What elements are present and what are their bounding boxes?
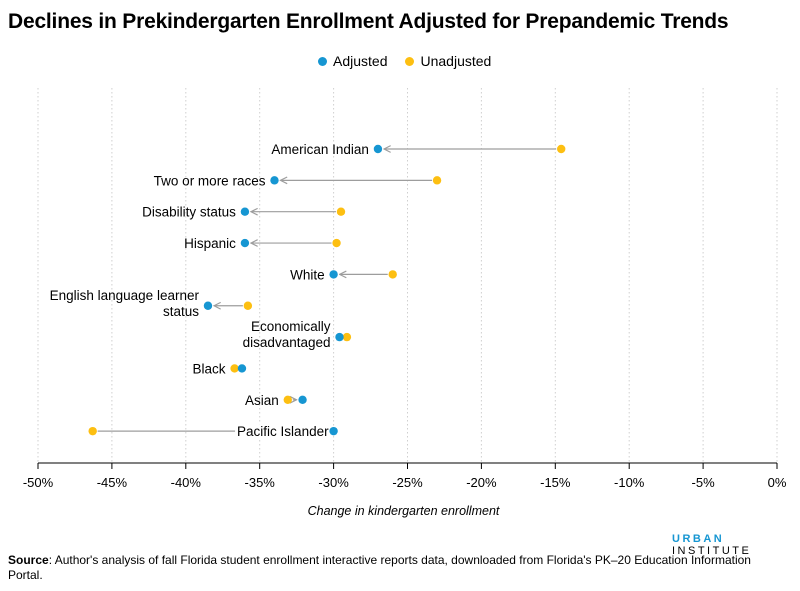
- category-label: Asian: [245, 393, 279, 408]
- category-label: English language learner status: [50, 288, 200, 319]
- x-tick-label: -40%: [171, 475, 202, 490]
- label-background: [235, 424, 332, 440]
- point-adjusted: [237, 364, 247, 373]
- category-label: White: [290, 267, 325, 282]
- x-tick-label: -15%: [540, 475, 571, 490]
- point-adjusted: [240, 238, 250, 248]
- x-axis-title: Change in kindergarten enrollment: [308, 504, 500, 518]
- point-unadjusted: [342, 332, 352, 342]
- point-adjusted: [329, 426, 338, 436]
- point-unadjusted: [332, 238, 341, 248]
- point-unadjusted: [388, 270, 397, 279]
- point-unadjusted: [557, 144, 566, 154]
- brand-primary: URBAN: [672, 533, 725, 545]
- point-adjusted: [240, 207, 250, 216]
- brand-secondary: INSTITUTE: [672, 545, 752, 557]
- point-adjusted: [335, 332, 344, 342]
- legend-item-adjusted: Adjusted: [318, 53, 387, 69]
- category-label: Two or more races: [154, 173, 266, 188]
- category-label: Economically disadvantaged: [243, 319, 331, 350]
- arrows: [97, 149, 557, 431]
- point-unadjusted: [283, 395, 292, 404]
- x-tick-label: -45%: [97, 475, 128, 490]
- point-adjusted: [270, 176, 279, 185]
- category-label: Pacific Islander: [237, 424, 329, 439]
- point-unadjusted: [432, 176, 442, 185]
- legend-swatch-unadjusted: [405, 56, 415, 66]
- chart-title: Declines in Prekindergarten Enrollment A…: [8, 10, 729, 33]
- x-tick-label: -20%: [466, 475, 497, 490]
- x-tick-label: -50%: [23, 475, 54, 490]
- grid-lines: [37, 88, 778, 463]
- point-adjusted: [298, 395, 307, 404]
- category-label: Disability status: [142, 205, 236, 220]
- source-label: Source: [8, 553, 49, 567]
- x-tick-label: 0%: [768, 475, 787, 490]
- urban-institute-logo: URBAN INSTITUTE: [672, 533, 800, 557]
- x-tick-label: -25%: [392, 475, 423, 490]
- point-unadjusted: [336, 207, 346, 216]
- legend-item-unadjusted: Unadjusted: [405, 53, 491, 69]
- point-unadjusted: [230, 364, 239, 373]
- dumbbell-chart: American Indian Two or more races Disabili…: [23, 88, 787, 518]
- point-adjusted: [373, 144, 383, 154]
- x-axis: -50% -45% -40% -35% -30% -25% -20% -15% -10% -5% 0…: [23, 462, 787, 518]
- source-text: : Author's analysis of fall Florida stud…: [8, 553, 751, 582]
- category-labels: American Indian Two or more races Disabili…: [50, 142, 369, 440]
- category-label: Black: [193, 361, 226, 376]
- legend-label-unadjusted: Unadjusted: [420, 53, 492, 69]
- category-label: American Indian: [271, 142, 369, 157]
- x-tick-label: -10%: [614, 475, 645, 490]
- point-unadjusted: [88, 426, 97, 436]
- legend-swatch-adjusted: [318, 56, 327, 66]
- data-points: [88, 144, 566, 436]
- x-tick-label: -35%: [245, 475, 276, 490]
- source-note: Source: Author's analysis of fall Florid…: [8, 553, 788, 583]
- x-tick-label: -5%: [692, 475, 716, 490]
- point-adjusted: [329, 270, 338, 279]
- point-adjusted: [203, 301, 213, 310]
- point-unadjusted: [243, 301, 253, 310]
- chart-legend: Adjusted Unadjusted: [318, 53, 491, 69]
- category-label: Hispanic: [184, 236, 236, 251]
- x-tick-label: -30%: [318, 475, 349, 490]
- legend-label-adjusted: Adjusted: [333, 53, 388, 69]
